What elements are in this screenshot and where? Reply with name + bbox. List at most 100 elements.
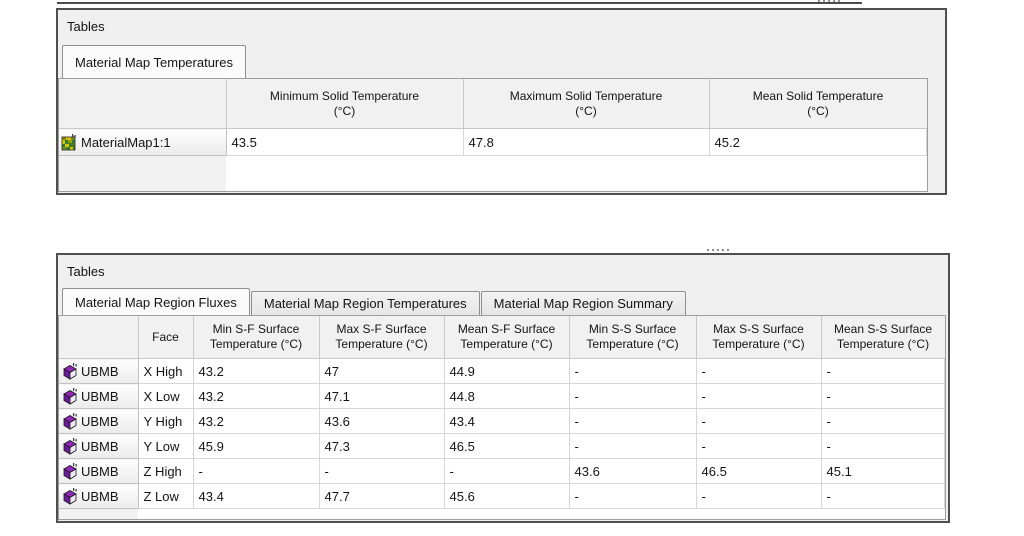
row-header[interactable]: MaterialMap1:1 <box>59 128 227 156</box>
value-cell[interactable]: - <box>192 458 320 484</box>
tab-material-map-region-temperatures[interactable]: Material Map Region Temperatures <box>250 291 480 315</box>
row-name: UBMB <box>81 388 119 404</box>
table-row: UBMB X Low 43.2 47.1 44.8- - - <box>59 383 945 409</box>
cuboid-icon <box>61 387 79 405</box>
cuboid-icon <box>61 487 79 505</box>
value-cell[interactable]: - <box>820 408 945 434</box>
column-header: Mean Solid Temperature (°C) <box>708 79 927 129</box>
value-cell[interactable]: - <box>568 433 697 459</box>
value-cell[interactable]: 43.5 <box>225 128 464 156</box>
value-cell[interactable]: - <box>695 408 822 434</box>
column-header: Min S-S Surface Temperature (°C) <box>568 316 697 359</box>
material-map-icon <box>61 133 79 151</box>
value-cell[interactable]: - <box>820 358 945 384</box>
cuboid-icon <box>61 362 79 380</box>
value-cell[interactable]: Z Low <box>137 483 194 509</box>
column-header: Minimum Solid Temperature (°C) <box>225 79 464 129</box>
corner-header <box>59 79 227 129</box>
tables-panel-top: Tables Material Map Temperatures Minimum… <box>56 8 947 195</box>
value-cell[interactable]: 45.2 <box>708 128 927 156</box>
value-cell[interactable]: 43.4 <box>192 483 320 509</box>
row-name: UBMB <box>81 413 119 429</box>
value-cell[interactable]: - <box>568 408 697 434</box>
tab-bar: Material Map Temperatures <box>58 45 945 78</box>
value-cell[interactable]: - <box>318 458 445 484</box>
row-header[interactable]: UBMB <box>59 458 139 484</box>
value-cell[interactable]: 47.1 <box>318 383 445 409</box>
value-cell[interactable]: Y Low <box>137 433 194 459</box>
value-cell[interactable]: 45.1 <box>820 458 945 484</box>
value-cell[interactable]: 43.2 <box>192 408 320 434</box>
value-cell[interactable]: - <box>820 383 945 409</box>
table-row: UBMB Y High 43.2 43.6 43.4- - - <box>59 408 945 434</box>
value-cell[interactable]: 47 <box>318 358 445 384</box>
cropped-panel-edge <box>57 2 862 4</box>
table-row: UBMB Z High - - -43.6 46.5 45.1 <box>59 458 945 484</box>
value-cell[interactable]: Y High <box>137 408 194 434</box>
value-cell[interactable]: - <box>695 358 822 384</box>
value-cell[interactable]: 45.9 <box>192 433 320 459</box>
tab-material-map-temperatures[interactable]: Material Map Temperatures <box>62 45 246 78</box>
value-cell[interactable]: - <box>820 433 945 459</box>
value-cell[interactable]: - <box>568 383 697 409</box>
column-header: Face <box>137 316 194 359</box>
value-cell[interactable]: - <box>443 458 570 484</box>
value-cell[interactable]: X High <box>137 358 194 384</box>
column-header: Max S-F Surface Temperature (°C) <box>318 316 445 359</box>
value-cell[interactable]: 47.7 <box>318 483 445 509</box>
row-header[interactable]: UBMB <box>59 358 139 384</box>
value-cell[interactable]: - <box>568 358 697 384</box>
row-name: UBMB <box>81 488 119 504</box>
column-header: Max S-S Surface Temperature (°C) <box>695 316 822 359</box>
material-map-region-fluxes-table: Face Min S-F Surface Temperature (°C) Max S… <box>58 315 946 520</box>
column-header: Mean S-F Surface Temperature (°C) <box>443 316 570 359</box>
value-cell[interactable]: Z High <box>137 458 194 484</box>
value-cell[interactable]: 43.2 <box>192 358 320 384</box>
tab-material-map-region-summary[interactable]: Material Map Region Summary <box>480 291 686 315</box>
row-header[interactable]: UBMB <box>59 483 139 509</box>
row-name: UBMB <box>81 363 119 379</box>
header-row: Minimum Solid Temperature (°C) Maximum Sol… <box>59 79 927 129</box>
table-row: UBMB X High 43.2 47 44.9- - - <box>59 358 945 384</box>
value-cell[interactable]: 43.6 <box>318 408 445 434</box>
value-cell[interactable]: - <box>820 483 945 509</box>
value-cell[interactable]: 45.6 <box>443 483 570 509</box>
value-cell[interactable]: 43.4 <box>443 408 570 434</box>
tab-material-map-region-fluxes[interactable]: Material Map Region Fluxes <box>62 288 250 315</box>
value-cell[interactable]: X Low <box>137 383 194 409</box>
panel-title: Tables <box>67 19 105 34</box>
table-row: UBMB Z Low 43.4 47.7 45.6- - - <box>59 483 945 509</box>
column-header: Mean S-S Surface Temperature (°C) <box>820 316 945 359</box>
value-cell[interactable]: 43.2 <box>192 383 320 409</box>
value-cell[interactable]: 44.9 <box>443 358 570 384</box>
material-map-temperatures-table: Minimum Solid Temperature (°C) Maximum Sol… <box>58 78 928 192</box>
cuboid-icon <box>61 412 79 430</box>
column-header: Maximum Solid Temperature (°C) <box>462 79 710 129</box>
row-name: MaterialMap1:1 <box>81 134 171 150</box>
value-cell[interactable]: 47.8 <box>462 128 710 156</box>
corner-header <box>59 316 139 359</box>
cuboid-icon <box>61 437 79 455</box>
value-cell[interactable]: - <box>695 483 822 509</box>
grip-dots <box>818 0 840 2</box>
value-cell[interactable]: 46.5 <box>695 458 822 484</box>
value-cell[interactable]: - <box>695 383 822 409</box>
grip-dots <box>707 249 729 251</box>
header-row: Face Min S-F Surface Temperature (°C) Max S… <box>59 316 945 359</box>
value-cell[interactable]: - <box>695 433 822 459</box>
value-cell[interactable]: - <box>568 483 697 509</box>
tables-panel-bottom: Tables Material Map Region Fluxes Materia… <box>56 253 950 523</box>
row-header[interactable]: UBMB <box>59 433 139 459</box>
row-header[interactable]: UBMB <box>59 383 139 409</box>
row-header[interactable]: UBMB <box>59 408 139 434</box>
row-name: UBMB <box>81 463 119 479</box>
value-cell[interactable]: 46.5 <box>443 433 570 459</box>
value-cell[interactable]: 47.3 <box>318 433 445 459</box>
value-cell[interactable]: 43.6 <box>568 458 697 484</box>
column-header: Min S-F Surface Temperature (°C) <box>192 316 320 359</box>
panel-title: Tables <box>67 264 105 279</box>
value-cell[interactable]: 44.8 <box>443 383 570 409</box>
tab-bar: Material Map Region Fluxes Material Map R… <box>58 288 948 315</box>
row-name: UBMB <box>81 438 119 454</box>
table-row: UBMB Y Low 45.9 47.3 46.5- - - <box>59 433 945 459</box>
